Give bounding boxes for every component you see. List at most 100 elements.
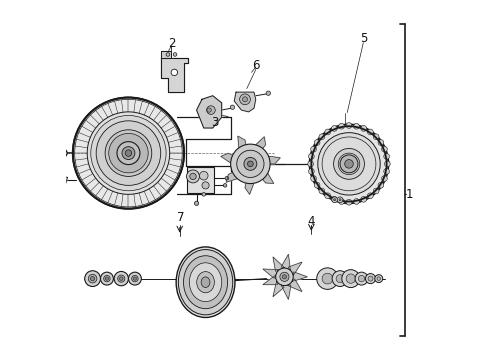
Circle shape xyxy=(375,275,383,283)
Circle shape xyxy=(340,155,358,173)
Circle shape xyxy=(373,188,379,194)
Text: 5: 5 xyxy=(360,32,367,45)
Polygon shape xyxy=(263,269,278,278)
Text: 4: 4 xyxy=(308,215,315,228)
Circle shape xyxy=(195,201,199,206)
Circle shape xyxy=(338,153,360,175)
Circle shape xyxy=(230,105,235,109)
Circle shape xyxy=(368,129,373,135)
Circle shape xyxy=(334,199,336,201)
Circle shape xyxy=(339,123,344,129)
Circle shape xyxy=(339,199,344,204)
Circle shape xyxy=(207,106,215,114)
Text: 1: 1 xyxy=(406,188,413,201)
Polygon shape xyxy=(281,285,291,300)
Polygon shape xyxy=(281,254,290,270)
Polygon shape xyxy=(221,153,239,163)
Ellipse shape xyxy=(196,271,214,293)
Circle shape xyxy=(120,277,123,280)
Circle shape xyxy=(231,144,270,184)
Circle shape xyxy=(105,130,152,176)
Circle shape xyxy=(109,134,148,173)
Circle shape xyxy=(85,271,100,287)
FancyBboxPatch shape xyxy=(187,167,214,193)
Polygon shape xyxy=(234,92,256,112)
Circle shape xyxy=(244,157,257,170)
Circle shape xyxy=(377,277,381,280)
Circle shape xyxy=(308,161,314,167)
Polygon shape xyxy=(273,282,284,297)
Circle shape xyxy=(382,176,387,181)
Circle shape xyxy=(325,193,331,199)
Circle shape xyxy=(339,199,341,201)
Circle shape xyxy=(104,275,110,282)
Circle shape xyxy=(366,274,375,284)
Circle shape xyxy=(378,182,384,188)
Polygon shape xyxy=(62,176,68,184)
Circle shape xyxy=(223,184,227,187)
Circle shape xyxy=(105,277,109,280)
Circle shape xyxy=(354,199,359,204)
Circle shape xyxy=(314,140,320,145)
Polygon shape xyxy=(254,137,266,154)
Circle shape xyxy=(237,150,264,177)
Circle shape xyxy=(342,270,360,288)
Polygon shape xyxy=(161,51,171,58)
Circle shape xyxy=(384,168,390,174)
Circle shape xyxy=(337,197,343,203)
Circle shape xyxy=(276,268,293,285)
Circle shape xyxy=(61,151,65,155)
Circle shape xyxy=(331,197,337,202)
Circle shape xyxy=(96,121,161,185)
Circle shape xyxy=(282,275,287,279)
Polygon shape xyxy=(196,96,221,128)
Circle shape xyxy=(199,171,208,180)
Circle shape xyxy=(346,199,352,205)
Circle shape xyxy=(88,274,97,283)
Circle shape xyxy=(361,126,367,131)
Circle shape xyxy=(280,272,289,282)
Circle shape xyxy=(118,275,125,282)
Polygon shape xyxy=(245,176,254,194)
Circle shape xyxy=(319,134,325,140)
Circle shape xyxy=(190,173,196,180)
Circle shape xyxy=(87,112,170,194)
Ellipse shape xyxy=(178,249,233,315)
Circle shape xyxy=(133,277,137,280)
Circle shape xyxy=(266,91,270,95)
Polygon shape xyxy=(273,257,284,271)
Circle shape xyxy=(122,147,135,159)
Circle shape xyxy=(243,97,247,102)
Polygon shape xyxy=(161,58,188,92)
Circle shape xyxy=(240,94,250,105)
Circle shape xyxy=(378,140,384,145)
Polygon shape xyxy=(288,262,302,275)
Circle shape xyxy=(207,108,211,112)
Ellipse shape xyxy=(189,263,222,302)
Circle shape xyxy=(117,141,140,165)
Text: 6: 6 xyxy=(252,59,260,72)
Polygon shape xyxy=(263,156,280,164)
Circle shape xyxy=(346,123,352,129)
Circle shape xyxy=(128,272,141,285)
Circle shape xyxy=(173,53,177,56)
Circle shape xyxy=(332,271,348,287)
Polygon shape xyxy=(263,275,277,285)
Circle shape xyxy=(361,197,367,202)
Circle shape xyxy=(384,153,390,159)
Circle shape xyxy=(314,182,320,188)
Circle shape xyxy=(344,159,353,168)
Circle shape xyxy=(382,146,387,152)
Circle shape xyxy=(368,276,373,281)
Circle shape xyxy=(59,149,67,157)
Text: 7: 7 xyxy=(177,211,184,224)
Circle shape xyxy=(91,116,166,191)
Polygon shape xyxy=(226,169,241,182)
Circle shape xyxy=(325,129,331,135)
Circle shape xyxy=(373,134,379,140)
Circle shape xyxy=(319,188,325,194)
Polygon shape xyxy=(238,136,247,152)
Circle shape xyxy=(318,133,380,195)
Circle shape xyxy=(311,146,317,152)
Circle shape xyxy=(166,53,170,56)
